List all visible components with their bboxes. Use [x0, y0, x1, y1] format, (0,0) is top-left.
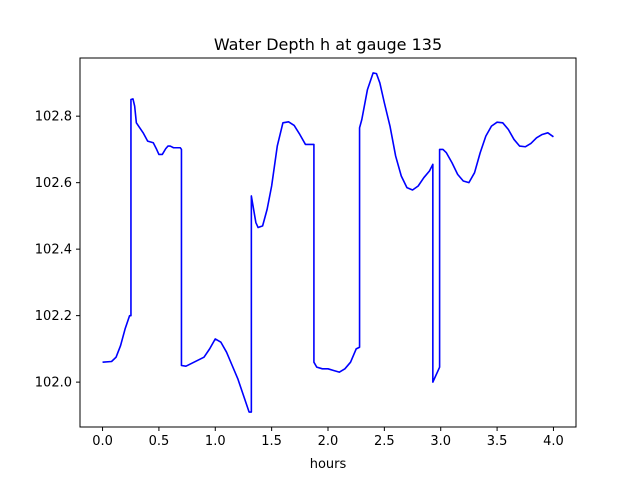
- x-tick-label: 3.5: [487, 434, 508, 449]
- y-tick-label: 102.2: [35, 309, 72, 324]
- y-axis: 102.0 102.2 102.4 102.6 102.8: [35, 110, 80, 391]
- y-tick-label: 102.0: [35, 376, 72, 391]
- series-line: [102, 72, 554, 413]
- y-tick-label: 102.6: [35, 176, 72, 191]
- x-tick-label: 1.5: [261, 434, 282, 449]
- x-tick-label: 2.0: [318, 434, 339, 449]
- y-tick-label: 102.4: [35, 243, 72, 258]
- x-tick-label: 0.5: [149, 434, 170, 449]
- chart-title: Water Depth h at gauge 135: [214, 35, 442, 54]
- x-tick-label: 2.5: [374, 434, 395, 449]
- series-layer: [102, 72, 554, 413]
- x-tick-label: 0.0: [92, 434, 113, 449]
- x-tick-label: 3.0: [430, 434, 451, 449]
- x-tick-label: 1.0: [205, 434, 226, 449]
- x-axis: 0.0 0.5 1.0 1.5 2.0 2.5 3.0 3.5 4.0: [92, 427, 564, 449]
- plot-area: [79, 57, 577, 428]
- y-tick-label: 102.8: [35, 110, 72, 125]
- x-tick-label: 4.0: [543, 434, 564, 449]
- x-axis-label: hours: [310, 457, 347, 472]
